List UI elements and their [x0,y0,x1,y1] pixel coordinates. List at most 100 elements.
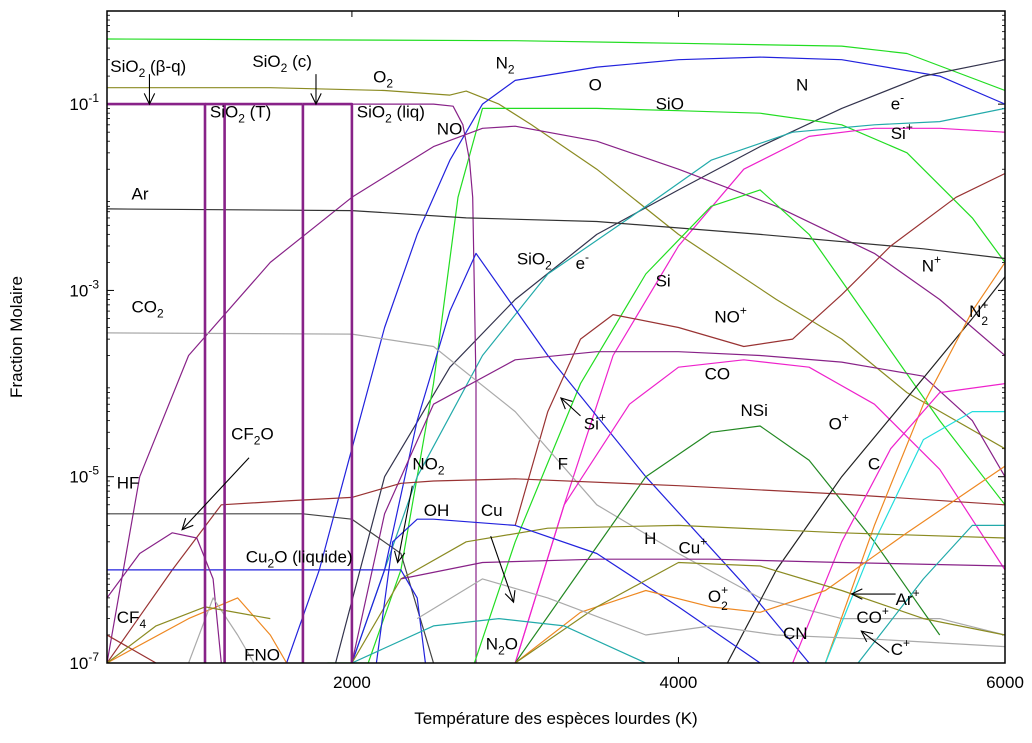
series-line-12 [514,172,1005,526]
curve-label: Ar+ [896,586,920,609]
curve-label: O+ 2 [708,583,728,613]
y-tick-label: 10-3 [69,277,99,300]
series-line-35 [107,532,222,663]
curve-label: NO+ [714,304,747,327]
curve-label: HF [117,473,140,492]
curve-label: SiO2 (liq) [357,102,425,125]
curve-label: CO+ [856,604,889,627]
series-line-37 [107,606,271,663]
arrow-head [559,397,573,410]
curve-label: N2O [486,634,518,657]
curve-label: N+ [922,252,941,275]
curve-label: O+ [829,411,849,434]
series-line-16 [514,425,941,663]
series-line-24 [400,558,1005,580]
arrow-head [393,550,406,564]
curve-label: C [868,454,880,473]
tick-labels: 2000 4000 6000 10-1 10-3 10-5 10-7 [69,91,1024,692]
series-line-6 [514,127,1005,663]
curve-label: CO2 [131,297,164,320]
x-tick-label: 4000 [660,673,698,692]
arrow-shaft [860,630,890,653]
series-line-10 [473,189,1005,663]
series-line-8 [351,103,477,663]
curve-label: FNO [244,645,280,664]
curve-label: CO [705,365,731,384]
series-line-7 [107,125,1005,663]
series-line-31 [416,578,1005,648]
curve-label: OH [424,501,450,520]
curve-label: Cu [481,501,503,520]
curve-label: O [589,76,602,95]
curve-label: O2 [373,68,393,91]
curve-label: CF2O [231,425,274,448]
series-line-28 [514,465,1005,663]
arrow-head [504,590,516,604]
curve-label: e- [576,250,589,273]
curve-label: SiO2 (β-q) [110,57,186,80]
series-line-0 [107,38,1005,92]
x-axis-label: Température des espèces lourdes (K) [414,709,697,728]
series-line-22 [107,513,435,663]
curve-label: N [796,76,808,95]
arrow-head [310,93,322,106]
series-line-20 [792,383,1005,663]
series-line-26 [375,518,434,663]
y-axis-label: Fraction Molaire [7,276,26,398]
series-line-19 [824,262,1005,663]
arrow-shaft [490,535,515,603]
curve-label: NO2 [412,454,445,477]
arrow-head [850,588,863,600]
series-line-27 [433,518,761,663]
arrow-head [143,93,156,106]
curve-label: Cu+ [678,534,707,557]
series-line-32 [351,617,647,663]
curve-label: Ar [131,184,148,203]
curve-label: SiO2 [517,249,552,272]
y-tick-label: 10-1 [69,91,99,114]
series-line-11 [351,252,810,663]
curve-label: SiO2 (T) [210,102,271,125]
series-line-13 [107,332,1005,636]
arrow-shaft [397,485,413,563]
series-line-15 [514,359,1005,663]
curve-label: NSi [740,401,767,420]
curve-label: Cu2O (liquide) [246,547,353,570]
arrow-shaft [181,457,250,531]
curve-label: N+ 2 [969,298,988,328]
curve-label: CF4 [117,608,147,631]
curve-label: SiO [656,94,684,113]
series-layer [107,38,1005,663]
series-line-2 [286,56,1005,663]
x-tick-label: 6000 [986,673,1024,692]
arrow-head [860,630,874,643]
series-line-29 [514,561,1005,663]
curve-label: Si+ [584,411,606,434]
series-line-21 [824,411,1005,663]
curve-label: F [558,454,568,473]
curve-label: C+ [891,636,910,659]
series-line-1 [107,87,1005,450]
curve-label: e- [891,90,904,113]
series-line-5 [351,107,1005,663]
series-line-34 [107,634,157,663]
y-tick-label: 10-5 [69,464,99,487]
curve-label: Si+ [891,120,913,143]
x-tick-label: 2000 [333,673,371,692]
arrow-shaft [560,397,581,417]
curve-label: N2 [496,54,515,77]
arrow-head [181,518,194,531]
series-line-33 [107,597,288,663]
curve-label: SiO2 (c) [252,52,312,75]
curve-label: NO [437,120,463,139]
curve-label: CN [783,624,808,643]
curve-label: Si [656,272,671,291]
series-line-14 [351,351,1005,663]
series-line-30 [857,524,1005,663]
annotation-arrows [143,74,896,653]
curve-label: H [644,529,656,548]
plot-frame [106,10,1006,664]
y-tick-label: 10-7 [69,650,99,673]
